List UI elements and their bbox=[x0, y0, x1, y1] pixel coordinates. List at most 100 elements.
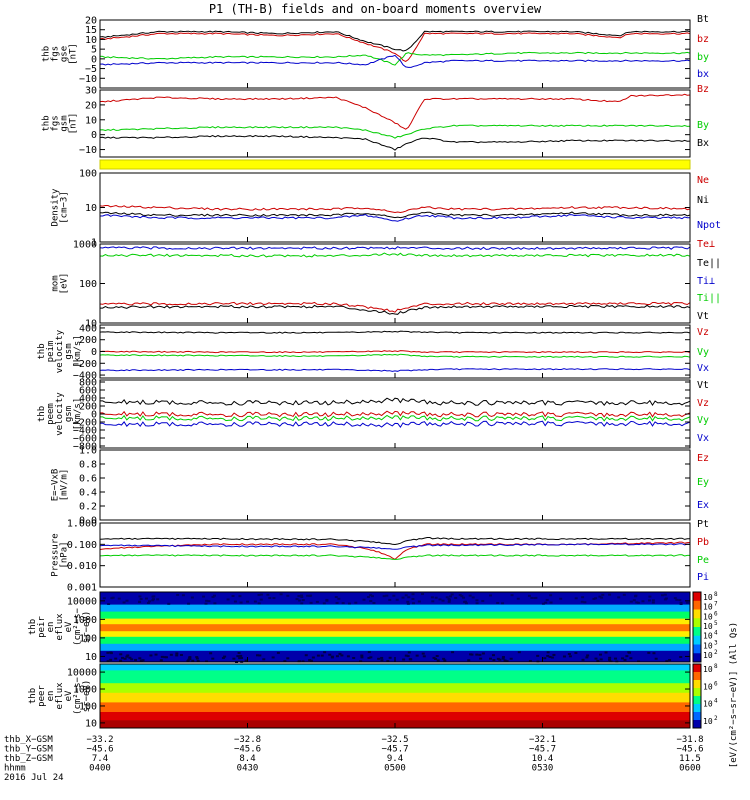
spectrogram-speck bbox=[212, 594, 216, 597]
spectrogram-speck bbox=[442, 657, 446, 660]
spectrogram-speck bbox=[240, 657, 244, 660]
spectrogram-speck bbox=[253, 600, 257, 603]
spectrogram-speck bbox=[335, 655, 339, 658]
y-tick-label: 1000 bbox=[73, 615, 97, 626]
spectrogram-speck bbox=[567, 652, 571, 655]
spectrogram-speck bbox=[406, 655, 410, 658]
colorbar-segment bbox=[693, 635, 701, 645]
spectrogram-speck bbox=[209, 652, 213, 655]
spectrogram-speck bbox=[159, 659, 163, 662]
spectrogram-speck bbox=[647, 599, 651, 602]
y-tick-label: 0.001 bbox=[67, 583, 97, 594]
spectrogram-speck bbox=[181, 594, 185, 597]
spectrogram-speck bbox=[295, 598, 299, 601]
spectrogram-speck bbox=[636, 601, 640, 604]
x-row-value: 7.4 bbox=[92, 754, 108, 764]
spectrogram-speck bbox=[279, 593, 283, 596]
colorbar-segment bbox=[693, 592, 701, 602]
y-tick-label: 1000 bbox=[73, 240, 97, 251]
y-tick-label: 0.2 bbox=[79, 502, 97, 513]
x-row-value: −45.6 bbox=[676, 745, 703, 755]
spectrogram-band bbox=[100, 604, 690, 613]
spectrogram-speck bbox=[549, 594, 553, 597]
spectrogram-speck bbox=[179, 653, 183, 656]
spectrogram-speck bbox=[151, 599, 155, 602]
y-axis-label: velocity bbox=[55, 329, 65, 373]
spectrogram-speck bbox=[169, 653, 173, 656]
spectrogram-speck bbox=[599, 658, 603, 661]
spectrogram-speck bbox=[431, 600, 435, 603]
colorbar-tick-exponent: 2 bbox=[714, 715, 718, 722]
chart-title: P1 (TH-B) fields and on-board moments ov… bbox=[208, 2, 542, 16]
spectrogram-speck bbox=[338, 652, 342, 655]
legend-entry: bx bbox=[697, 69, 709, 80]
spectrogram-speck bbox=[471, 596, 475, 599]
spectrogram-speck bbox=[475, 653, 479, 656]
spectrogram-speck bbox=[528, 659, 532, 662]
spectrogram-speck bbox=[107, 602, 111, 605]
spectrogram-speck bbox=[258, 654, 262, 657]
spectrogram-speck bbox=[175, 652, 179, 655]
spectrogram-speck bbox=[239, 601, 243, 604]
spectrogram-speck bbox=[156, 598, 160, 601]
spectrogram-speck bbox=[562, 655, 566, 658]
spectrogram-speck bbox=[404, 594, 408, 597]
spectrogram-speck bbox=[404, 654, 408, 657]
panel-frame bbox=[99, 449, 691, 521]
spectrogram-speck bbox=[144, 597, 148, 600]
x-row-value: −32.5 bbox=[381, 735, 408, 745]
spectrogram-speck bbox=[334, 596, 338, 599]
legend-entry: Vy bbox=[697, 347, 709, 358]
spectrogram-speck bbox=[272, 597, 276, 600]
spectrogram-speck bbox=[608, 658, 612, 661]
spectrogram-speck bbox=[679, 655, 683, 658]
series-line-ne bbox=[99, 204, 691, 214]
spectrogram-speck bbox=[475, 602, 479, 605]
spectrogram-speck bbox=[501, 657, 505, 660]
spectrogram-speck bbox=[388, 656, 392, 659]
colorbar-tick-label: 10 bbox=[703, 717, 713, 726]
y-tick-label: 10 bbox=[85, 35, 97, 46]
spectrogram-band bbox=[100, 650, 690, 663]
spectrogram-speck bbox=[641, 600, 645, 603]
spectrogram-speck bbox=[130, 658, 134, 661]
spectrogram-speck bbox=[213, 602, 217, 605]
spectrogram-speck bbox=[110, 597, 114, 600]
spectrogram-speck bbox=[152, 595, 156, 598]
spectrogram-speck bbox=[407, 596, 411, 599]
spectrogram-band bbox=[100, 683, 690, 694]
series-line-vz bbox=[100, 410, 691, 418]
legend-entry: Vy bbox=[697, 415, 709, 426]
spectrogram-speck bbox=[489, 657, 493, 660]
spectrogram-speck bbox=[491, 654, 495, 657]
spectrogram-speck bbox=[325, 598, 329, 601]
spectrogram-speck bbox=[441, 599, 445, 602]
y-tick-label: 1.000 bbox=[67, 519, 97, 530]
spectrogram-speck bbox=[552, 653, 556, 656]
spectrogram-speck bbox=[341, 602, 345, 605]
spectrogram-speck bbox=[188, 658, 192, 661]
spectrogram-speck bbox=[297, 595, 301, 598]
colorbar-tick-exponent: 6 bbox=[714, 610, 718, 617]
y-tick-label: 10000 bbox=[67, 668, 97, 679]
spectrogram-speck bbox=[202, 595, 206, 598]
spectrogram-speck bbox=[489, 594, 493, 597]
colorbar-tick-label: 10 bbox=[703, 665, 713, 674]
y-tick-label: 10 bbox=[85, 652, 97, 663]
spectrogram-speck bbox=[309, 601, 313, 604]
colorbar-segment bbox=[693, 618, 701, 628]
panel-frame bbox=[99, 172, 691, 243]
spectrogram-speck bbox=[369, 600, 373, 603]
y-axis-label: sr−eV) bbox=[82, 611, 92, 644]
spectrogram-speck bbox=[415, 654, 419, 657]
y-axis-label: peer bbox=[37, 685, 47, 707]
spectrogram-speck bbox=[559, 597, 563, 600]
spectrogram-speck bbox=[119, 653, 123, 656]
spectrogram-speck bbox=[481, 652, 485, 655]
colorbar-tick-label: 10 bbox=[703, 641, 713, 650]
spectrogram-speck bbox=[608, 656, 612, 659]
